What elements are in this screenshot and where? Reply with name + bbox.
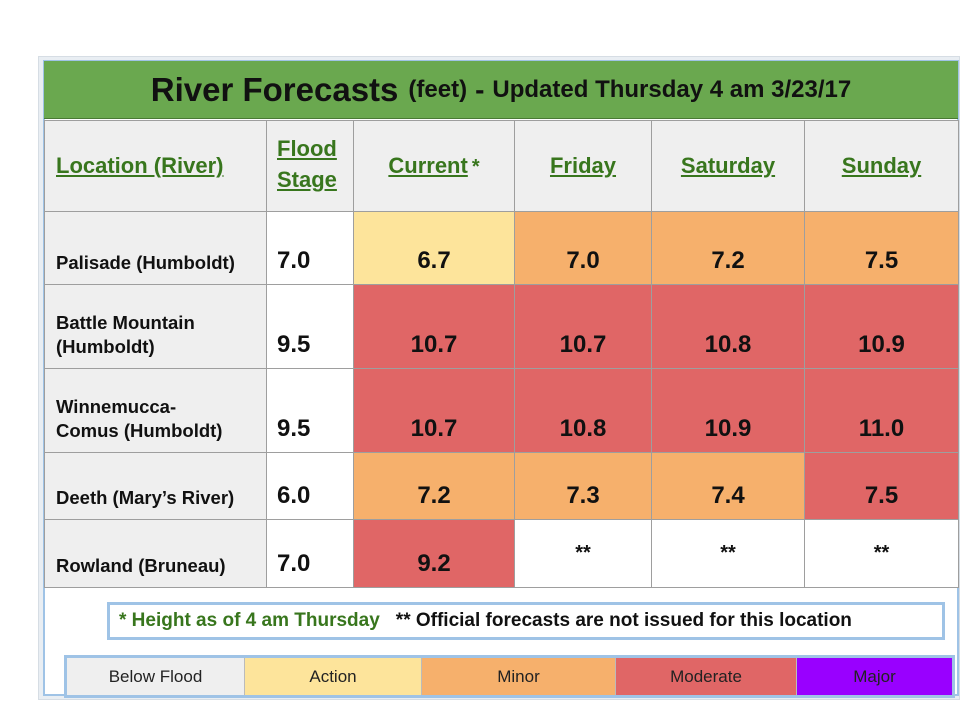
flood-stage-link-1[interactable]: Flood [277,136,337,161]
title-updated: Updated Thursday 4 am 3/23/17 [492,75,852,103]
table-row: Deeth (Mary’s River) 6.0 7.2 7.3 7.4 7.5 [44,452,959,520]
header-location: Location (River) [44,120,267,212]
current-footnote: * Height as of 4 am Thursday [119,610,380,631]
location-river: (Humboldt) [56,336,155,357]
current-header-link[interactable]: Current [388,153,468,178]
legend-minor: Minor [422,658,616,695]
header-flood-stage: Flood Stage [266,120,354,212]
location-name: Deeth (Mary’s River) [56,487,235,508]
legend-below-flood: Below Flood [67,658,245,695]
flood-stage-cell: 9.5 [266,284,354,369]
table-row: Battle Mountain (Humboldt) 9.5 10.7 10.7 … [44,284,959,369]
category-legend: Below Flood Action Minor Moderate Major [64,655,955,698]
day3-cell: 7.5 [804,211,959,285]
flood-stage-cell: 7.0 [266,211,354,285]
header-day-2: Saturday [651,120,805,212]
flood-stage-cell: 9.5 [266,368,354,453]
current-cell: 10.7 [353,284,515,369]
day2-cell: 7.4 [651,452,805,520]
current-cell: 6.7 [353,211,515,285]
header-row: Location (River) Flood Stage Current * Fr… [44,120,959,212]
day1-cell: 10.8 [514,368,652,453]
day1-cell: ** [514,519,652,588]
current-cell: 9.2 [353,519,515,588]
current-cell: 10.7 [353,368,515,453]
day2-header-link[interactable]: Saturday [680,153,776,178]
location-name: Battle Mountain [56,312,195,333]
location-name: Rowland (Bruneau) [56,555,226,576]
flood-stage-link-2[interactable]: Stage [277,167,337,192]
location-name: Palisade (Humboldt) [56,252,235,273]
forecast-table: Location (River) Flood Stage Current * Fr… [44,120,959,588]
day3-cell: ** [804,519,959,588]
forecast-footnote: ** Official forecasts are not issued for… [395,610,852,631]
footnote-box: * Height as of 4 am Thursday ** Official… [107,602,945,640]
header-day-3: Sunday [804,120,959,212]
day1-header-link[interactable]: Friday [549,153,617,178]
current-asterisk: * [471,156,480,178]
location-cell: Rowland (Bruneau) [44,519,267,588]
location-cell: Deeth (Mary’s River) [44,452,267,520]
current-cell: 7.2 [353,452,515,520]
header-day-1: Friday [514,120,652,212]
title-bar: River Forecasts (feet) - Updated Thursda… [44,61,958,119]
day1-cell: 7.3 [514,452,652,520]
day1-cell: 7.0 [514,211,652,285]
table-row: Rowland (Bruneau) 7.0 9.2 ** ** ** [44,519,959,588]
location-cell: Battle Mountain (Humboldt) [44,284,267,369]
table-row: Palisade (Humboldt) 7.0 6.7 7.0 7.2 7.5 [44,211,959,285]
day3-cell: 7.5 [804,452,959,520]
day3-cell: 11.0 [804,368,959,453]
day3-cell: 10.9 [804,284,959,369]
legend-action: Action [245,658,422,695]
legend-moderate: Moderate [616,658,797,695]
day2-cell: 7.2 [651,211,805,285]
title-main: River Forecasts [150,70,399,108]
location-name: Winnemucca- [56,396,177,417]
day2-cell: ** [651,519,805,588]
location-cell: Palisade (Humboldt) [44,211,267,285]
day2-cell: 10.9 [651,368,805,453]
header-current: Current * [353,120,515,212]
location-river: Comus (Humboldt) [56,420,223,441]
day3-header-link[interactable]: Sunday [841,153,922,178]
table-row: Winnemucca- Comus (Humboldt) 9.5 10.7 10.… [44,368,959,453]
title-unit: (feet) [408,75,468,103]
flood-stage-cell: 7.0 [266,519,354,588]
day2-cell: 10.8 [651,284,805,369]
day1-cell: 10.7 [514,284,652,369]
title-dash: - [475,73,485,105]
legend-major: Major [797,658,952,695]
location-cell: Winnemucca- Comus (Humboldt) [44,368,267,453]
location-header-link[interactable]: Location (River) [56,153,224,178]
flood-stage-cell: 6.0 [266,452,354,520]
